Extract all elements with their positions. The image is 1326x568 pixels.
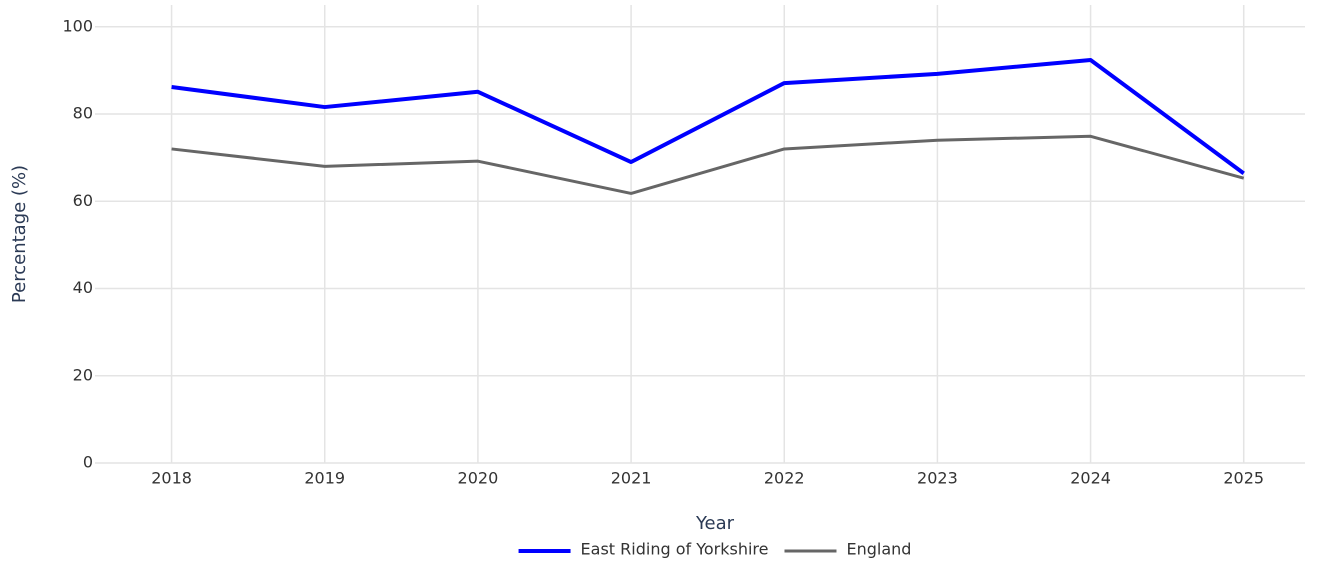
x-tick-label: 2023 xyxy=(917,469,958,488)
y-tick-label: 80 xyxy=(73,104,93,123)
y-tick-label: 100 xyxy=(62,16,93,35)
x-tick-label: 2021 xyxy=(611,469,652,488)
x-tick-label: 2019 xyxy=(304,469,345,488)
y-tick-label: 60 xyxy=(73,191,93,210)
legend-label: England xyxy=(846,540,911,559)
series-line xyxy=(171,134,1245,195)
legend-label: East Riding of Yorkshire xyxy=(581,540,769,559)
x-tick-label: 2024 xyxy=(1070,469,1111,488)
x-tick-label: 2022 xyxy=(764,469,805,488)
y-tick-label: 0 xyxy=(83,453,93,472)
x-tick-label: 2020 xyxy=(458,469,499,488)
x-tick-label: 2018 xyxy=(151,469,192,488)
x-axis-title: Year xyxy=(695,513,735,534)
series-line xyxy=(171,57,1245,175)
y-tick-label: 20 xyxy=(73,365,93,384)
y-tick-label: 40 xyxy=(73,278,93,297)
x-tick-label: 2025 xyxy=(1223,469,1264,488)
y-axis-title: Percentage (%) xyxy=(9,165,30,303)
